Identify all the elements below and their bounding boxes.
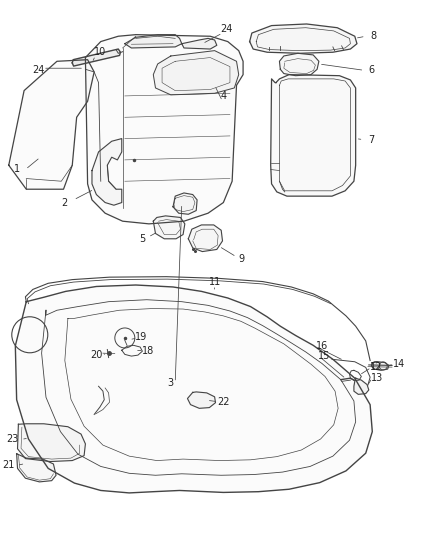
Polygon shape bbox=[182, 38, 217, 49]
Text: 7: 7 bbox=[368, 135, 374, 144]
Text: 20: 20 bbox=[90, 350, 102, 360]
Text: 9: 9 bbox=[239, 254, 245, 263]
Text: 23: 23 bbox=[6, 434, 18, 445]
Text: 10: 10 bbox=[94, 47, 106, 57]
Text: 2: 2 bbox=[62, 198, 68, 207]
Text: 13: 13 bbox=[371, 373, 384, 383]
Polygon shape bbox=[125, 35, 182, 48]
Text: 16: 16 bbox=[316, 341, 328, 351]
Text: 15: 15 bbox=[318, 351, 330, 361]
Polygon shape bbox=[153, 216, 185, 239]
Polygon shape bbox=[17, 454, 56, 482]
Text: 21: 21 bbox=[3, 461, 15, 471]
Polygon shape bbox=[279, 53, 319, 76]
Polygon shape bbox=[371, 362, 389, 370]
Polygon shape bbox=[271, 75, 356, 196]
Text: 6: 6 bbox=[368, 66, 374, 75]
Polygon shape bbox=[92, 139, 122, 205]
Text: 24: 24 bbox=[221, 25, 233, 34]
Polygon shape bbox=[187, 392, 215, 408]
Text: 5: 5 bbox=[139, 234, 145, 244]
Polygon shape bbox=[153, 51, 239, 95]
Polygon shape bbox=[15, 285, 372, 493]
Text: 22: 22 bbox=[217, 397, 230, 407]
Text: 8: 8 bbox=[370, 31, 376, 41]
Text: 11: 11 bbox=[208, 277, 221, 287]
Polygon shape bbox=[18, 424, 85, 462]
Polygon shape bbox=[85, 35, 243, 224]
Text: 12: 12 bbox=[370, 362, 382, 372]
Text: 24: 24 bbox=[32, 66, 45, 75]
Polygon shape bbox=[188, 225, 223, 252]
Polygon shape bbox=[250, 24, 357, 53]
Polygon shape bbox=[72, 49, 120, 66]
Polygon shape bbox=[9, 60, 94, 189]
Text: 14: 14 bbox=[393, 359, 406, 369]
Text: 19: 19 bbox=[135, 332, 147, 342]
Text: 4: 4 bbox=[220, 91, 226, 101]
Polygon shape bbox=[354, 378, 369, 394]
Text: 3: 3 bbox=[167, 378, 173, 387]
Polygon shape bbox=[173, 193, 197, 214]
Text: 1: 1 bbox=[14, 165, 20, 174]
Text: 18: 18 bbox=[142, 346, 154, 356]
